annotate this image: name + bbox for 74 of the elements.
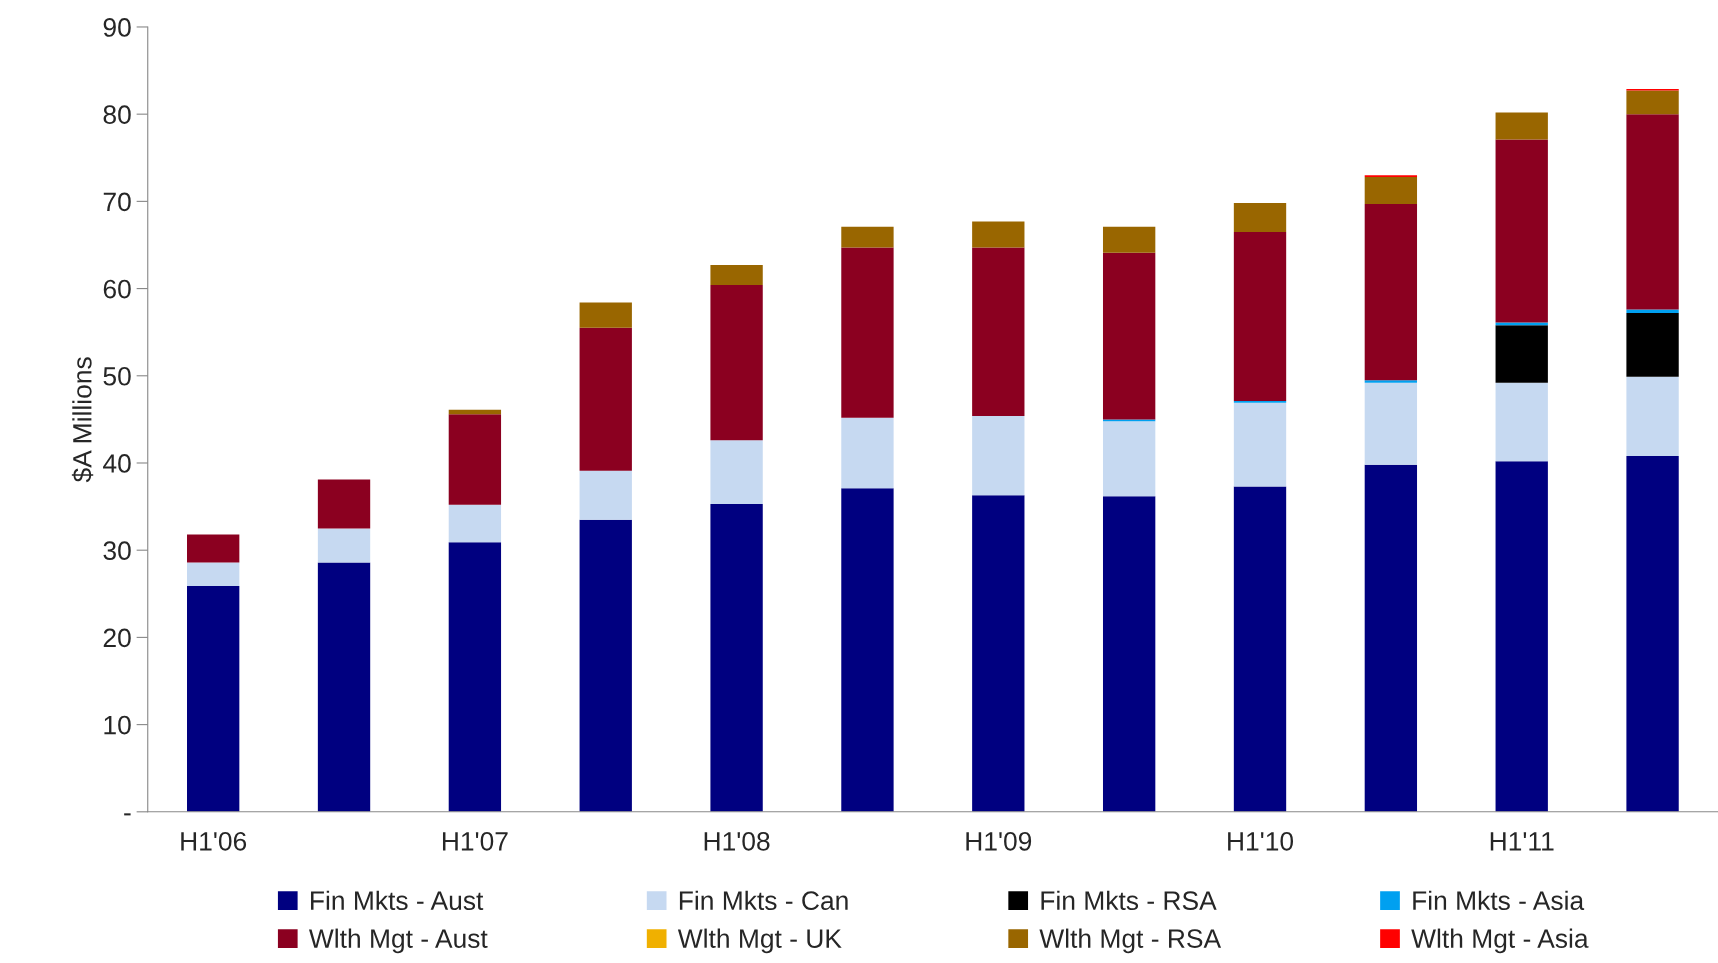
bar [579, 470, 632, 520]
bar [448, 409, 502, 415]
bar [972, 247, 1025, 416]
bar [448, 414, 502, 505]
legend-label: Fin Mkts - Can [679, 890, 848, 911]
x-tick-label: H1'11 [1490, 832, 1554, 851]
x-tick-label: H1'10 [1228, 831, 1294, 851]
y-axis-title: $A Millions [71, 357, 94, 483]
legend-label: Fin Mkts - Asia [1413, 890, 1585, 911]
bar [187, 534, 240, 563]
bar [579, 327, 632, 471]
bar [1626, 376, 1679, 457]
bar [1626, 456, 1679, 812]
legend-label: Fin Mkts - Aust [311, 890, 484, 911]
legend-label: Fin Mkts - RSA [1041, 890, 1217, 911]
bar [710, 285, 763, 441]
bar [1233, 486, 1287, 812]
bar [1495, 325, 1548, 383]
bar [1102, 226, 1156, 253]
bar [841, 247, 894, 418]
bar [1495, 139, 1548, 323]
y-tick-label: 20 [103, 628, 131, 648]
bar [972, 415, 1025, 496]
bar [1233, 203, 1287, 232]
bar [710, 440, 763, 504]
legend-label: Wlth Mgt - UK [677, 928, 842, 954]
bar [448, 542, 502, 812]
bar [841, 417, 894, 489]
bar [448, 504, 502, 543]
y-tick-label: 40 [103, 454, 131, 473]
y-tick-label: 50 [103, 366, 131, 386]
bar [1233, 231, 1287, 402]
bar [317, 479, 371, 529]
bar [1364, 380, 1418, 383]
bar [710, 265, 763, 286]
bar [1233, 402, 1287, 487]
bar [1102, 496, 1156, 812]
x-tick-label: H1'07 [442, 831, 508, 851]
y-tick-label: 90 [103, 18, 131, 37]
legend-label: Wlth Mgt - RSA [1039, 928, 1222, 954]
bar [1364, 382, 1418, 465]
y-tick-label: 70 [103, 192, 131, 212]
bar [710, 503, 763, 812]
bar [841, 488, 894, 812]
legend-label: Wlth Mgt - Aust [308, 928, 488, 954]
y-tick-label: 60 [103, 279, 131, 299]
y-tick-label: - [124, 813, 131, 816]
y-tick-label: 10 [104, 715, 131, 735]
bar [1626, 114, 1679, 310]
bar [1495, 112, 1548, 140]
bar [1626, 313, 1679, 377]
bar [317, 562, 371, 812]
bar [1102, 421, 1156, 497]
x-tick-label: H1'09 [966, 831, 1032, 851]
bar [1626, 90, 1679, 115]
bar [1495, 461, 1548, 812]
legend-label: Wlth Mgt - Asia [1411, 928, 1589, 954]
bar [841, 226, 894, 248]
bar [1364, 176, 1418, 204]
bar [579, 302, 632, 328]
bar [579, 519, 632, 812]
bar [1495, 382, 1548, 462]
x-tick-label: H1'08 [704, 831, 770, 851]
bar [1364, 203, 1418, 381]
bar [187, 562, 240, 586]
bar [972, 221, 1025, 248]
y-tick-label: 80 [103, 105, 131, 124]
bar [972, 495, 1025, 812]
bar [317, 528, 371, 563]
bar [1102, 252, 1156, 420]
bar [187, 585, 240, 812]
bar [1364, 464, 1418, 812]
x-tick-label: H1'06 [181, 831, 247, 851]
y-tick-label: 30 [103, 541, 131, 561]
